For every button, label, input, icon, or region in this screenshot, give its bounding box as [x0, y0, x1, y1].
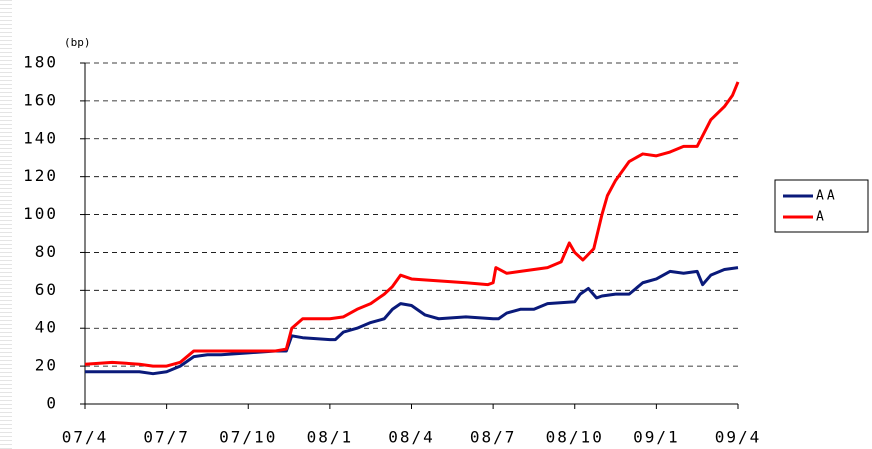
legend-label: A — [816, 210, 827, 225]
y-tick-label: 60 — [35, 280, 58, 299]
background-strip — [0, 0, 12, 449]
y-tick-label: 20 — [35, 356, 58, 375]
x-tick-label: 07/4 — [62, 428, 109, 447]
y-tick-label: 160 — [23, 90, 58, 109]
x-tick-label: 08/10 — [546, 428, 604, 447]
y-tick-label: 40 — [35, 318, 58, 337]
x-tick-label: 09/1 — [633, 428, 680, 447]
x-tick-label: 08/7 — [470, 428, 517, 447]
legend-box — [774, 179, 869, 233]
x-tick-label: 07/7 — [143, 428, 190, 447]
y-tick-label: 80 — [35, 242, 58, 261]
y-tick-label: 120 — [23, 166, 58, 185]
x-tick-label: 09/4 — [715, 428, 762, 447]
y-tick-label: 140 — [23, 128, 58, 147]
y-tick-label: 180 — [23, 53, 58, 72]
line-series — [84, 81, 740, 368]
line-series — [85, 266, 739, 376]
x-tick-label: 07/10 — [219, 428, 277, 447]
y-tick-label: 100 — [23, 204, 58, 223]
x-tick-label: 08/1 — [307, 428, 354, 447]
legend-label: AA — [816, 189, 838, 204]
y-tick-label: 0 — [46, 394, 58, 413]
x-tick-label: 08/4 — [388, 428, 435, 447]
y-axis-label: (bp) — [64, 36, 91, 49]
